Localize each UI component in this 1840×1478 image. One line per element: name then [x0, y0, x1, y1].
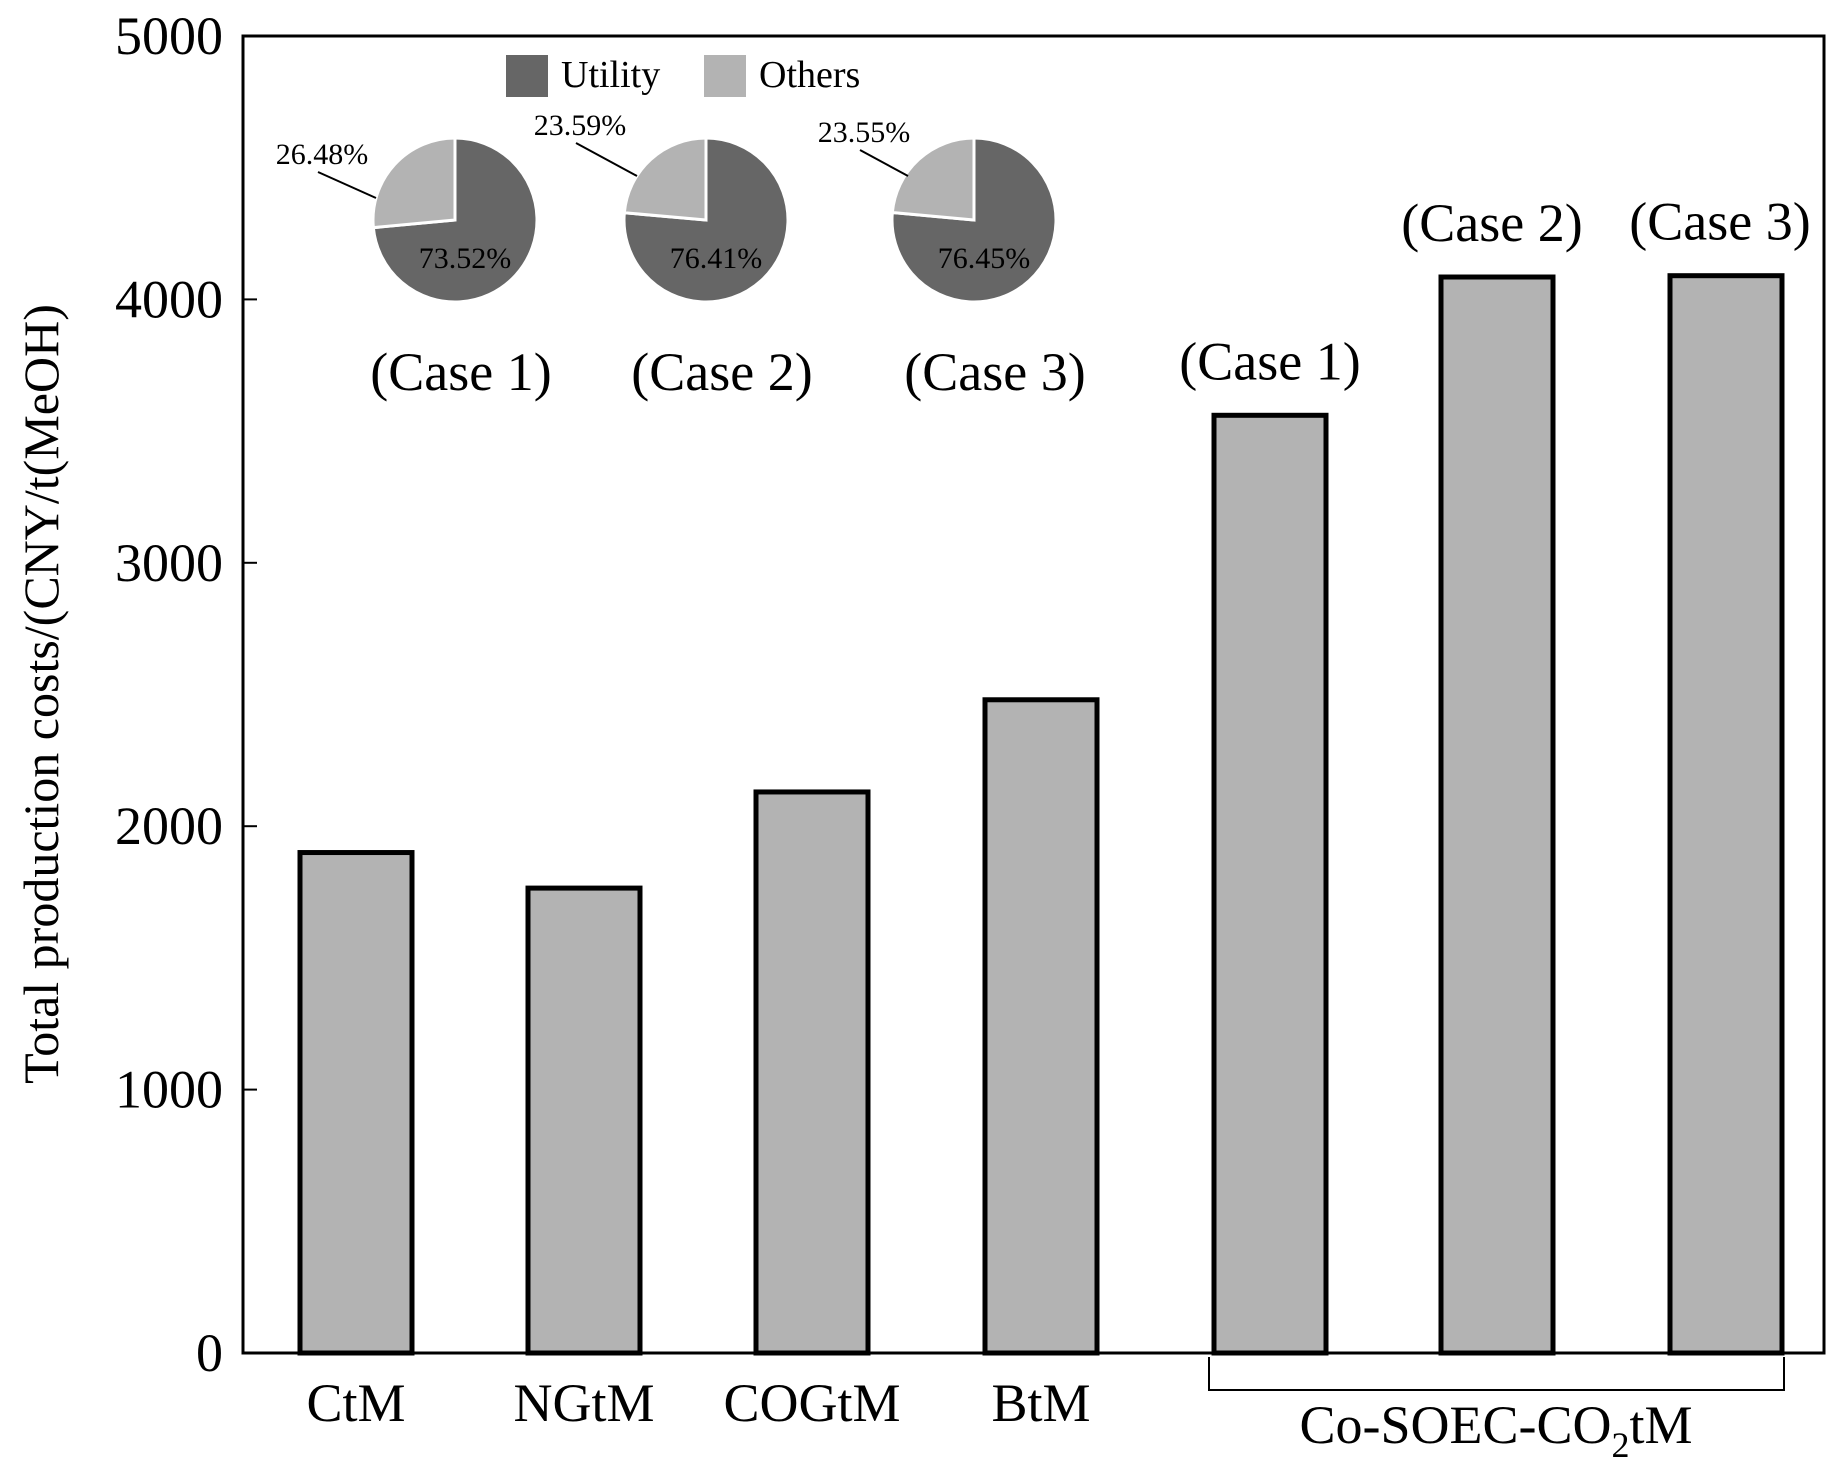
pie-slice-utility	[622, 136, 790, 304]
pie-label-others: 26.48%	[276, 138, 369, 171]
bar-case-label: (Case 2)	[1401, 193, 1582, 253]
pie-slice-others	[371, 136, 457, 230]
y-axis-label: Total production costs/(CNY/t(MeOH)	[13, 304, 69, 1084]
y-tick-label: 4000	[115, 269, 223, 329]
bar-series	[297, 273, 1785, 1356]
bar	[1438, 274, 1556, 1356]
y-tick-label: 2000	[115, 796, 223, 856]
pie-leader-line	[317, 171, 377, 199]
bar	[525, 885, 643, 1356]
pie-label-utility: 76.41%	[670, 242, 763, 275]
y-tick-label: 1000	[115, 1060, 223, 1120]
pie-slice-others	[890, 136, 976, 222]
legend-label: Others	[759, 54, 860, 96]
pie-label-utility: 76.45%	[938, 242, 1031, 275]
pie-slice-others	[622, 136, 708, 222]
pie-leader-line	[575, 142, 638, 177]
bar-case-label: (Case 3)	[1629, 192, 1810, 252]
x-axis-labels: CtM NGtM COGtM BtM (Case 1) (Case 2) (Case 3)	[306, 192, 1810, 1433]
pie-case-label: (Case 2)	[631, 342, 812, 402]
x-tick-label: CtM	[306, 1373, 405, 1433]
pie-case-label: (Case 1)	[370, 342, 551, 402]
group-label: Co-SOEC-CO2tM	[1299, 1395, 1692, 1465]
x-tick-label: NGtM	[513, 1373, 654, 1433]
pie-label-utility: 73.52%	[419, 242, 512, 275]
legend-swatch	[704, 55, 746, 97]
pie-label-others: 23.55%	[818, 116, 911, 149]
x-tick-label: COGtM	[723, 1373, 900, 1433]
y-tick-label: 0	[196, 1323, 223, 1383]
legend-label: Utility	[561, 54, 660, 96]
pie-case-label: (Case 3)	[904, 342, 1085, 402]
bar	[982, 697, 1100, 1356]
y-axis-ticks: 0 1000 2000 3000 4000 5000	[115, 6, 257, 1383]
bar-case-label: (Case 1)	[1179, 331, 1360, 391]
inset-pies: 73.52% 26.48% (Case 1) 76.41% 23.59% (Case 2)…	[276, 109, 1086, 402]
y-tick-label: 5000	[115, 6, 223, 66]
group-bracket	[1208, 1357, 1785, 1391]
x-tick-label: BtM	[991, 1373, 1090, 1433]
bar	[753, 789, 871, 1356]
y-tick-label: 3000	[115, 533, 223, 593]
bar	[1667, 273, 1785, 1356]
bar	[1211, 412, 1329, 1356]
pie-legend: Utility Others	[506, 54, 860, 97]
pie-slice-utility	[890, 136, 1058, 304]
bar	[297, 850, 415, 1356]
pie-label-others: 23.59%	[534, 109, 627, 142]
pie-leader-line	[859, 149, 909, 177]
legend-swatch	[506, 55, 548, 97]
